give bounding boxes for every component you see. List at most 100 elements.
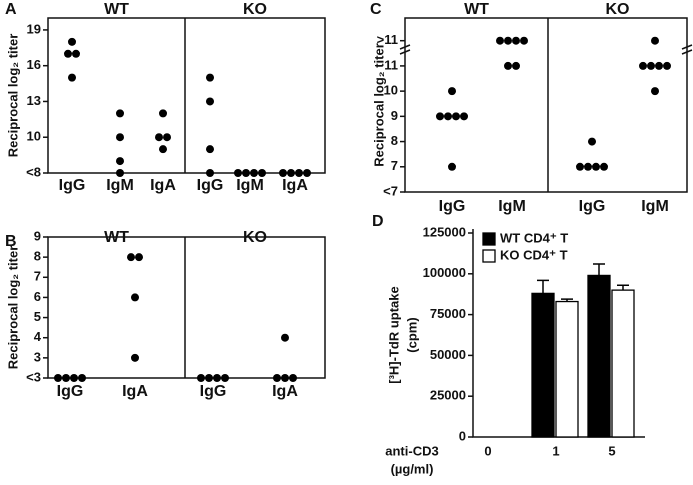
data-point xyxy=(116,169,124,177)
data-point xyxy=(131,293,139,302)
data-point xyxy=(520,36,528,45)
x-tick-label: IgM xyxy=(236,177,264,194)
data-point xyxy=(159,145,167,154)
bar xyxy=(611,289,635,438)
data-point xyxy=(448,162,456,171)
x-tick-label: IgM xyxy=(498,198,526,215)
y-tick-label: 10 xyxy=(27,129,41,144)
bar xyxy=(587,274,611,438)
axis-label: Reciprocal log₂ titer xyxy=(5,246,20,370)
x-tick-label: IgG xyxy=(57,383,84,400)
data-point xyxy=(655,61,663,70)
data-point xyxy=(135,253,143,262)
y-tick-label: <7 xyxy=(383,183,398,198)
data-point xyxy=(250,169,258,177)
bar xyxy=(555,300,579,438)
plot-frame xyxy=(47,236,326,379)
data-point xyxy=(452,112,460,121)
y-tick-label: 7 xyxy=(391,158,398,173)
y-tick-label: 3 xyxy=(34,349,41,364)
x-tick-label: 1 xyxy=(552,443,559,458)
y-tick-label: 6 xyxy=(34,289,41,304)
group-label: KO xyxy=(243,1,267,18)
data-point xyxy=(504,36,512,45)
x-tick-label: IgG xyxy=(579,198,606,215)
x-tick-label: IgA xyxy=(272,383,298,400)
data-point xyxy=(281,374,289,382)
data-point xyxy=(436,112,444,121)
axis-break xyxy=(681,44,693,55)
data-point xyxy=(592,162,600,171)
data-point xyxy=(295,169,303,177)
data-point xyxy=(279,169,287,177)
legend-label: WT CD4⁺ T xyxy=(500,230,568,245)
data-point xyxy=(116,157,124,166)
y-tick-label: 100000 xyxy=(423,265,466,280)
data-point xyxy=(651,87,659,96)
data-point xyxy=(78,374,86,382)
data-point xyxy=(54,374,62,382)
data-point xyxy=(116,133,124,142)
data-point xyxy=(289,374,297,382)
data-point xyxy=(131,353,139,362)
data-point xyxy=(588,137,596,146)
x-tick-label: IgG xyxy=(439,198,466,215)
plot-frame xyxy=(404,17,688,193)
legend-swatch xyxy=(482,232,496,246)
data-point xyxy=(647,61,655,70)
data-point xyxy=(206,73,214,82)
data-point xyxy=(651,36,659,45)
x-tick-label: 5 xyxy=(608,443,615,458)
group-label: WT xyxy=(104,1,129,18)
y-tick-label: 0 xyxy=(459,428,466,443)
axis-label: Reciprocal log₂ titer xyxy=(371,43,386,167)
data-point xyxy=(116,109,124,118)
data-point xyxy=(155,133,163,142)
data-point xyxy=(281,333,289,342)
panel-label: B xyxy=(5,233,17,250)
axis-break xyxy=(399,44,411,55)
error-bar xyxy=(561,298,573,302)
data-point xyxy=(242,169,250,177)
data-point xyxy=(460,112,468,121)
data-point xyxy=(206,145,214,154)
data-point xyxy=(663,61,671,70)
group-label: KO xyxy=(243,229,267,246)
data-point xyxy=(68,73,76,82)
group-label: WT xyxy=(104,229,129,246)
legend-label: KO CD4⁺ T xyxy=(500,247,568,262)
x-tick-label: 0 xyxy=(484,443,491,458)
y-tick-label: 7 xyxy=(34,269,41,284)
x-tick-label: IgG xyxy=(197,177,224,194)
data-point xyxy=(159,109,167,118)
y-tick-label: 10 xyxy=(384,83,398,98)
data-point xyxy=(197,374,205,382)
data-point xyxy=(576,162,584,171)
data-point xyxy=(512,61,520,70)
axis-label: anti-CD3 xyxy=(385,443,438,458)
x-tick-label: IgM xyxy=(106,177,134,194)
x-tick-label: IgA xyxy=(122,383,148,400)
x-tick-label: IgM xyxy=(641,198,669,215)
legend-swatch xyxy=(482,249,496,263)
data-point xyxy=(258,169,266,177)
y-tick-label: 9 xyxy=(391,108,398,123)
y-tick-label: 125000 xyxy=(423,224,466,239)
data-point xyxy=(512,36,520,45)
y-tick-label: 8 xyxy=(391,133,398,148)
data-point xyxy=(303,169,311,177)
data-point xyxy=(64,49,72,58)
error-bar xyxy=(617,284,629,291)
y-tick-label: 19 xyxy=(27,21,41,36)
axis-label: [³H]-TdR uptake xyxy=(386,286,401,384)
y-tick-label: <3 xyxy=(26,369,41,384)
data-point xyxy=(72,49,80,58)
y-tick-label: 5 xyxy=(34,309,41,324)
x-tick-label: IgG xyxy=(59,177,86,194)
x-tick-label: IgA xyxy=(282,177,308,194)
group-label: WT xyxy=(464,1,489,18)
data-point xyxy=(70,374,78,382)
y-tick-label: 16 xyxy=(27,57,41,72)
y-tick-label: 25000 xyxy=(430,388,466,403)
